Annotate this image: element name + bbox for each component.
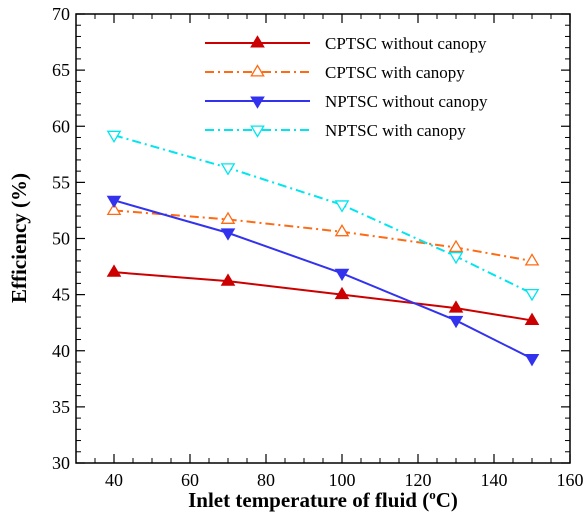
legend-marker [250,35,265,48]
data-point-marker [106,264,122,277]
x-tick-label: 60 [181,470,199,490]
x-tick-label: 160 [557,470,584,490]
series-3 [106,195,540,367]
data-point-marker [448,315,464,329]
y-tick-label: 65 [52,60,70,80]
x-tick-label: 140 [481,470,508,490]
y-tick-label: 55 [52,172,70,192]
legend-label: NPTSC without canopy [325,92,488,111]
series-1 [106,264,540,325]
data-point-marker [448,251,464,265]
data-point-marker [220,273,236,286]
series-2 [106,202,540,266]
legend-label: NPTSC with canopy [325,121,466,140]
data-point-marker [524,354,540,367]
legend-item-4: NPTSC with canopy [205,121,466,140]
x-axis-title-main: Inlet temperature of fluid ( [188,488,429,512]
y-tick-label: 70 [52,4,70,24]
y-axis-title: Efficiency (%) [7,173,31,303]
x-axis-title-suffix: C) [436,488,458,512]
data-point-marker [220,163,236,176]
data-point-marker [524,288,540,302]
data-point-marker [220,228,236,241]
legend-marker [250,64,265,77]
x-tick-label: 120 [405,470,432,490]
data-point-marker [524,253,540,266]
y-tick-label: 35 [52,397,70,417]
legend: CPTSC without canopy CPTSC with canopy NPT… [205,34,488,140]
data-point-marker [334,200,350,213]
y-tick-label: 60 [52,116,70,136]
data-point-marker [334,286,350,300]
data-point-marker [106,195,122,209]
data-point-marker [334,268,350,282]
series-line [113,271,533,322]
data-point-marker [524,312,540,325]
series-4 [106,130,540,302]
legend-item-3: NPTSC without canopy [205,92,488,111]
data-point-marker [448,300,464,313]
data-point-marker [448,239,464,253]
x-axis-title-sup: o [429,487,436,502]
series-line [113,199,533,360]
y-tick-label: 45 [52,285,70,305]
y-tick-label: 30 [52,453,70,473]
axis-ticks: 40 60 80 100 120 140 160 30 35 40 45 50 55 60 65 70 [52,4,584,490]
legend-marker [250,96,265,109]
data-point-marker [334,223,350,237]
x-axis-title: Inlet temperature of fluid (oC) [188,487,458,512]
plot-frame [75,13,571,464]
x-tick-label: 100 [329,470,356,490]
x-tick-label: 80 [257,470,275,490]
series-line [113,134,533,295]
data-point-marker [220,211,236,224]
legend-marker [250,125,265,138]
legend-item-1: CPTSC without canopy [205,34,487,53]
data-point-marker [106,130,122,144]
y-tick-label: 50 [52,229,70,249]
x-tick-label: 40 [105,470,123,490]
y-tick-label: 40 [52,341,70,361]
series-layer [106,130,540,367]
legend-label: CPTSC with canopy [325,63,465,82]
legend-label: CPTSC without canopy [325,34,487,53]
legend-item-2: CPTSC with canopy [205,63,465,82]
data-point-marker [106,202,122,215]
